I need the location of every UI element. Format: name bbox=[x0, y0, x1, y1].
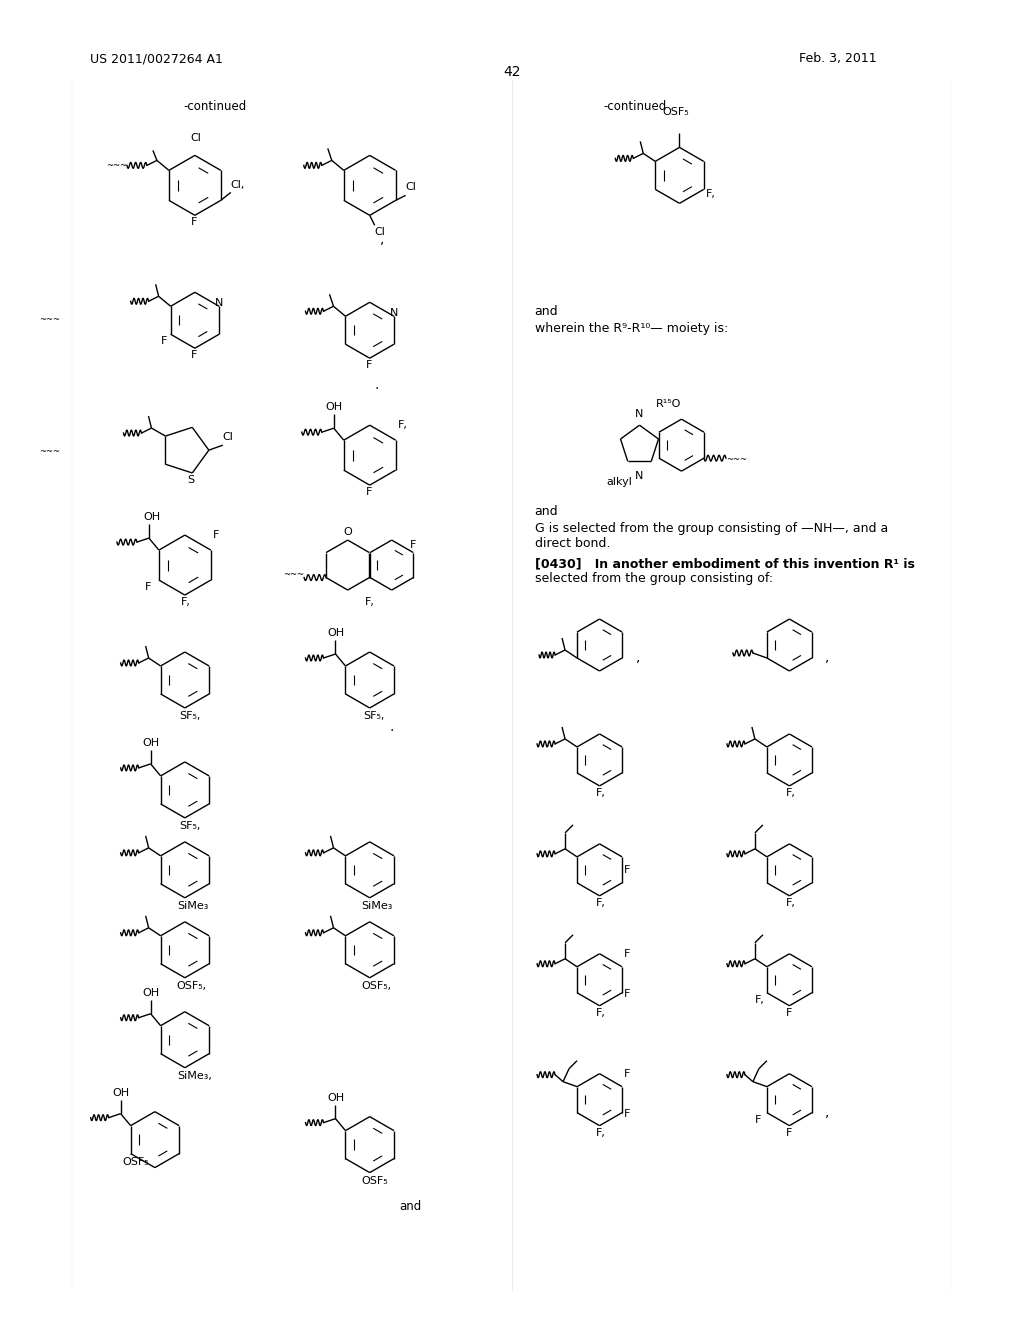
Text: F: F bbox=[624, 1109, 631, 1118]
Text: F: F bbox=[624, 949, 631, 958]
Text: Cl: Cl bbox=[406, 182, 417, 193]
Text: and: and bbox=[535, 305, 558, 318]
Text: F,: F, bbox=[397, 420, 408, 430]
Text: N: N bbox=[635, 471, 644, 482]
Text: OH: OH bbox=[328, 628, 345, 638]
Text: F,: F, bbox=[785, 788, 796, 797]
Text: OH: OH bbox=[328, 1093, 345, 1102]
Text: Feb. 3, 2011: Feb. 3, 2011 bbox=[800, 53, 877, 66]
Text: F,: F, bbox=[181, 597, 190, 607]
Text: F: F bbox=[785, 1007, 792, 1018]
Text: F: F bbox=[366, 360, 372, 370]
Text: ~~~: ~~~ bbox=[726, 455, 746, 465]
Text: OH: OH bbox=[326, 403, 343, 412]
Text: selected from the group consisting of:: selected from the group consisting of: bbox=[535, 572, 773, 585]
Text: ~~~: ~~~ bbox=[283, 570, 304, 579]
Text: Cl: Cl bbox=[375, 227, 386, 238]
Text: F: F bbox=[145, 582, 152, 593]
Text: alkyl: alkyl bbox=[606, 477, 633, 487]
Text: ,: , bbox=[636, 649, 640, 664]
Text: ~~~: ~~~ bbox=[39, 315, 60, 325]
Text: F,: F, bbox=[365, 597, 375, 607]
Text: SF₅,: SF₅, bbox=[179, 821, 201, 830]
Text: S: S bbox=[187, 475, 195, 484]
Text: SF₅,: SF₅, bbox=[179, 711, 201, 721]
Text: Cl: Cl bbox=[190, 133, 202, 144]
Text: OSF₅: OSF₅ bbox=[663, 107, 689, 117]
Text: SF₅,: SF₅, bbox=[364, 711, 385, 721]
Text: F,: F, bbox=[596, 1127, 605, 1138]
Text: ~~~: ~~~ bbox=[105, 161, 127, 170]
Text: F: F bbox=[410, 540, 416, 550]
Text: OSF₅,: OSF₅, bbox=[177, 981, 207, 991]
Text: N: N bbox=[390, 309, 398, 318]
Text: OH: OH bbox=[142, 738, 160, 748]
Text: .: . bbox=[375, 379, 379, 392]
Text: SiMe₃,: SiMe₃, bbox=[177, 1071, 212, 1081]
Text: ~~~: ~~~ bbox=[39, 447, 60, 457]
Text: and: and bbox=[535, 506, 558, 519]
Text: [0430]   In another embodiment of this invention R¹ is: [0430] In another embodiment of this inv… bbox=[535, 557, 914, 570]
Text: OSF₅,: OSF₅, bbox=[361, 981, 392, 991]
Text: SiMe₃: SiMe₃ bbox=[361, 900, 393, 911]
Text: OH: OH bbox=[142, 987, 160, 998]
Text: Cl,: Cl, bbox=[230, 181, 245, 190]
Text: F: F bbox=[624, 865, 631, 875]
Text: 42: 42 bbox=[503, 66, 520, 79]
Text: ,: , bbox=[825, 649, 829, 664]
Text: F,: F, bbox=[755, 995, 765, 1005]
Text: OSF₅: OSF₅ bbox=[123, 1156, 150, 1167]
Text: F: F bbox=[755, 1114, 761, 1125]
Text: N: N bbox=[215, 298, 223, 309]
Text: F: F bbox=[624, 989, 631, 999]
Text: OH: OH bbox=[113, 1088, 130, 1098]
Text: F,: F, bbox=[706, 189, 716, 199]
Text: F,: F, bbox=[596, 788, 605, 797]
Text: ,: , bbox=[825, 1105, 829, 1118]
Text: F: F bbox=[213, 531, 219, 540]
Text: F: F bbox=[161, 337, 167, 346]
Text: R¹⁵O: R¹⁵O bbox=[656, 399, 682, 409]
Text: SiMe₃: SiMe₃ bbox=[177, 900, 208, 911]
Text: OH: OH bbox=[143, 512, 160, 523]
Text: wherein the R⁹-R¹⁰— moiety is:: wherein the R⁹-R¹⁰— moiety is: bbox=[535, 322, 728, 335]
Text: and: and bbox=[399, 1200, 422, 1213]
Text: F: F bbox=[624, 1069, 631, 1078]
Text: ,: , bbox=[380, 232, 384, 247]
Text: -continued: -continued bbox=[183, 100, 247, 114]
Text: US 2011/0027264 A1: US 2011/0027264 A1 bbox=[90, 53, 223, 66]
Text: F,: F, bbox=[596, 1007, 605, 1018]
Text: N: N bbox=[635, 409, 644, 420]
Text: direct bond.: direct bond. bbox=[535, 537, 610, 550]
Text: OSF₅: OSF₅ bbox=[361, 1176, 388, 1185]
Text: G is selected from the group consisting of —NH—, and a: G is selected from the group consisting … bbox=[535, 523, 888, 535]
Text: F: F bbox=[190, 218, 198, 227]
Text: F,: F, bbox=[785, 898, 796, 908]
Text: F: F bbox=[366, 487, 372, 498]
Text: F,: F, bbox=[596, 898, 605, 908]
Text: .: . bbox=[390, 719, 394, 734]
Text: Cl: Cl bbox=[223, 432, 233, 442]
Text: -continued: -continued bbox=[603, 100, 667, 114]
Text: F: F bbox=[190, 350, 198, 360]
Text: F: F bbox=[785, 1127, 792, 1138]
Text: O: O bbox=[343, 527, 352, 537]
